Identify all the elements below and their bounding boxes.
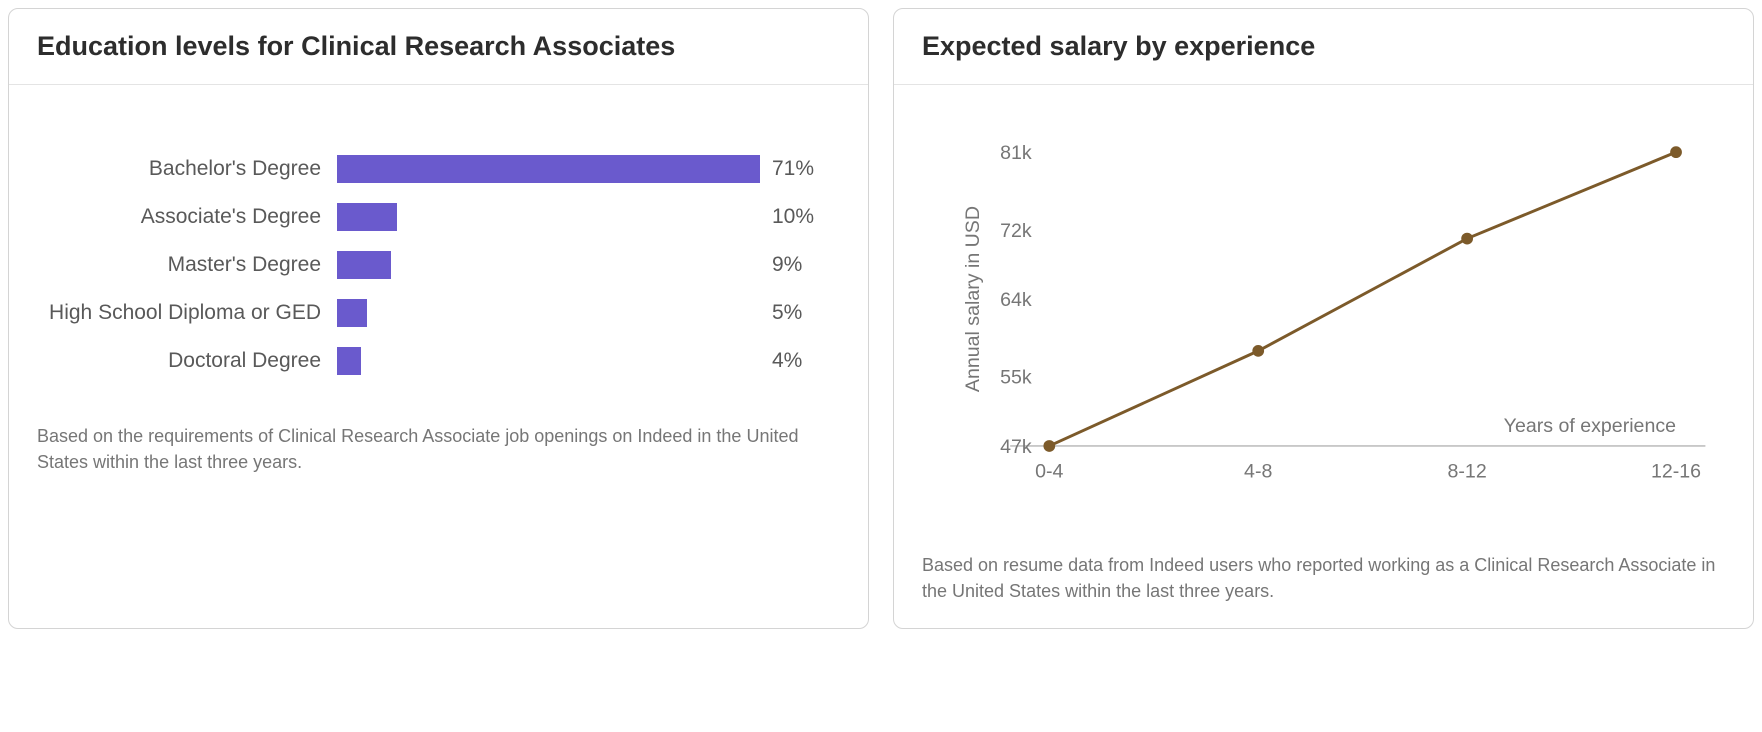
bar-label: Associate's Degree	[37, 205, 337, 229]
bar-fill	[337, 251, 391, 279]
bar-value: 5%	[760, 301, 840, 325]
education-levels-card: Education levels for Clinical Research A…	[8, 8, 869, 629]
bar-fill	[337, 347, 361, 375]
data-point	[1252, 345, 1264, 357]
card-title: Education levels for Clinical Research A…	[37, 31, 840, 62]
bar-value: 4%	[760, 349, 840, 373]
bar-fill	[337, 299, 367, 327]
bar-label: Bachelor's Degree	[37, 157, 337, 181]
data-point	[1043, 440, 1055, 452]
y-tick-label: 64k	[1000, 289, 1032, 311]
x-tick-label: 0-4	[1035, 460, 1063, 482]
salary-by-experience-card: Expected salary by experience 47k 55k 64k 7…	[893, 8, 1754, 629]
education-footnote: Based on the requirements of Clinical Re…	[37, 423, 840, 475]
x-tick-label: 12-16	[1651, 460, 1701, 482]
bar-row: Associate's Degree 10%	[37, 203, 840, 231]
bar-row: Doctoral Degree 4%	[37, 347, 840, 375]
bar-row: High School Diploma or GED 5%	[37, 299, 840, 327]
bar-row: Bachelor's Degree 71%	[37, 155, 840, 183]
bar-label: High School Diploma or GED	[37, 301, 337, 325]
bar-track	[337, 251, 760, 279]
bar-value: 9%	[760, 253, 840, 277]
x-tick-label: 4-8	[1244, 460, 1272, 482]
bar-value: 10%	[760, 205, 840, 229]
bar-label: Master's Degree	[37, 253, 337, 277]
bar-row: Master's Degree 9%	[37, 251, 840, 279]
salary-line-chart: 47k 55k 64k 72k 81k Annual salary in USD Years…	[922, 113, 1725, 524]
y-tick-label: 47k	[1000, 436, 1032, 458]
bar-track	[337, 299, 760, 327]
data-point	[1670, 146, 1682, 158]
bar-value: 71%	[760, 157, 840, 181]
card-header: Education levels for Clinical Research A…	[9, 9, 868, 85]
bar-fill	[337, 155, 760, 183]
bar-track	[337, 203, 760, 231]
card-title: Expected salary by experience	[922, 31, 1725, 62]
card-body: Bachelor's Degree 71% Associate's Degree 10…	[9, 85, 868, 628]
bar-track	[337, 347, 760, 375]
card-header: Expected salary by experience	[894, 9, 1753, 85]
salary-footnote: Based on resume data from Indeed users w…	[922, 552, 1725, 604]
card-body: 47k 55k 64k 72k 81k Annual salary in USD Years…	[894, 85, 1753, 628]
x-axis-title: Years of experience	[1504, 415, 1676, 437]
bar-track	[337, 155, 760, 183]
y-tick-label: 81k	[1000, 142, 1032, 164]
salary-line	[1049, 152, 1676, 446]
y-tick-label: 55k	[1000, 367, 1032, 389]
bar-fill	[337, 203, 397, 231]
y-axis-title: Annual salary in USD	[962, 206, 984, 392]
y-tick-label: 72k	[1000, 220, 1032, 242]
education-bar-chart: Bachelor's Degree 71% Associate's Degree 10…	[37, 155, 840, 395]
bar-label: Doctoral Degree	[37, 349, 337, 373]
x-tick-label: 8-12	[1448, 460, 1487, 482]
data-point	[1461, 233, 1473, 245]
